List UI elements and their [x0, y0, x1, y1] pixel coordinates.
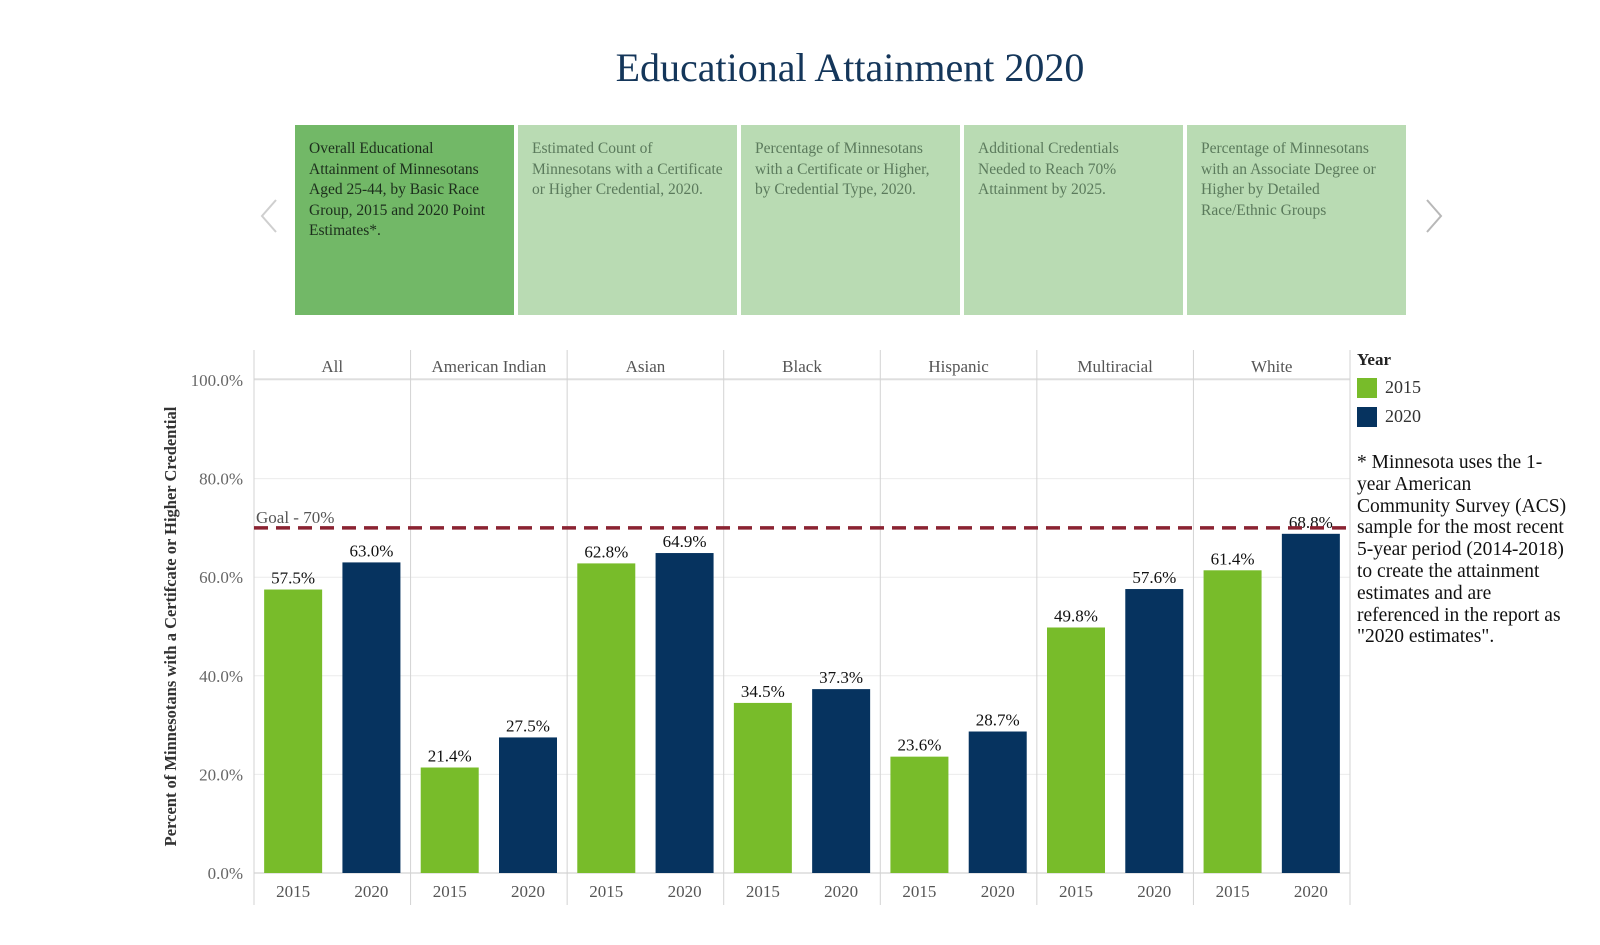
goal-line-label: Goal - 70% — [256, 508, 334, 527]
y-tick-label: 60.0% — [199, 568, 243, 587]
bar-2020 — [499, 737, 557, 873]
y-tick-label: 40.0% — [199, 667, 243, 686]
bar-2020 — [1281, 533, 1340, 873]
footnote: * Minnesota uses the 1-year American Com… — [1357, 452, 1567, 648]
bar-value-label: 63.0% — [349, 541, 393, 560]
carousel-next-button[interactable] — [1421, 196, 1445, 236]
legend-label-2020: 2020 — [1385, 406, 1421, 426]
bar-value-label: 57.6% — [1132, 568, 1176, 587]
x-tick-label: 2020 — [668, 882, 702, 901]
bar-value-label: 34.5% — [741, 682, 785, 701]
x-tick-label: 2020 — [511, 882, 545, 901]
bar-2015 — [577, 563, 636, 873]
x-tick-label: 2020 — [824, 882, 858, 901]
bar-value-label: 61.4% — [1211, 549, 1255, 568]
story-card-overall-attainment[interactable]: Overall Educational Attainment of Minnes… — [295, 125, 514, 315]
x-tick-label: 2015 — [589, 882, 623, 901]
category-header: Hispanic — [928, 357, 989, 376]
y-tick-label: 100.0% — [191, 371, 243, 390]
y-tick-label: 80.0% — [199, 470, 243, 489]
legend-swatch-2020 — [1357, 406, 1377, 427]
legend: Year 2015 2020 — [1357, 350, 1421, 431]
category-header: Multiracial — [1077, 357, 1153, 376]
bar-value-label: 62.8% — [584, 542, 628, 561]
bar-value-label: 28.7% — [976, 711, 1020, 730]
x-tick-label: 2020 — [354, 882, 388, 901]
legend-label-2015: 2015 — [1385, 377, 1421, 397]
x-tick-label: 2015 — [746, 882, 780, 901]
bar-2020 — [655, 553, 714, 873]
y-tick-label: 20.0% — [199, 765, 243, 784]
x-tick-label: 2015 — [1216, 882, 1250, 901]
bar-value-label: 27.5% — [506, 716, 550, 735]
page-title: Educational Attainment 2020 — [615, 45, 1085, 90]
legend-item-2015[interactable]: 2015 — [1357, 373, 1421, 402]
story-card-additional-credentials[interactable]: Additional Credentials Needed to Reach 7… — [964, 125, 1183, 315]
y-tick-label: 0.0% — [208, 864, 243, 883]
bar-value-label: 64.9% — [663, 532, 707, 551]
legend-swatch-2015 — [1357, 377, 1377, 398]
bar-value-label: 49.8% — [1054, 606, 1098, 625]
category-header: Black — [782, 357, 822, 376]
legend-item-2020[interactable]: 2020 — [1357, 402, 1421, 431]
legend-title: Year — [1357, 350, 1391, 369]
bar-2020 — [968, 731, 1027, 873]
bar-value-label: 57.5% — [271, 569, 315, 588]
story-carousel: Overall Educational Attainment of Minnes… — [295, 125, 1406, 315]
carousel-prev-button[interactable] — [258, 196, 282, 236]
story-card-estimated-count[interactable]: Estimated Count of Minnesotans with a Ce… — [518, 125, 737, 315]
bar-2015 — [420, 767, 479, 873]
category-header: White — [1251, 357, 1293, 376]
bar-2015 — [264, 589, 323, 873]
x-tick-label: 2020 — [981, 882, 1015, 901]
y-axis-title: Percent of Minnesotans with a Certifcate… — [161, 406, 180, 846]
x-tick-label: 2020 — [1294, 882, 1328, 901]
bar-2020 — [812, 689, 871, 873]
bar-2015 — [890, 756, 949, 873]
x-tick-label: 2015 — [276, 882, 310, 901]
chevron-left-icon — [260, 199, 277, 233]
chevron-right-icon — [1426, 199, 1443, 233]
category-header: All — [321, 357, 343, 376]
category-header: American Indian — [432, 357, 547, 376]
x-tick-label: 2015 — [433, 882, 467, 901]
bar-value-label: 23.6% — [897, 736, 941, 755]
bar-value-label: 21.4% — [428, 746, 472, 765]
story-card-detailed-race[interactable]: Percentage of Minnesotans with an Associ… — [1187, 125, 1406, 315]
bar-2020 — [342, 562, 401, 873]
category-header: Asian — [626, 357, 666, 376]
story-card-credential-type[interactable]: Percentage of Minnesotans with a Certifi… — [741, 125, 960, 315]
bar-2015 — [1047, 627, 1105, 873]
x-tick-label: 2015 — [902, 882, 936, 901]
bar-2015 — [733, 702, 792, 873]
bar-2020 — [1125, 589, 1184, 873]
x-tick-label: 2020 — [1137, 882, 1171, 901]
x-tick-label: 2015 — [1059, 882, 1093, 901]
bar-2015 — [1203, 570, 1262, 873]
bar-value-label: 37.3% — [819, 668, 863, 687]
